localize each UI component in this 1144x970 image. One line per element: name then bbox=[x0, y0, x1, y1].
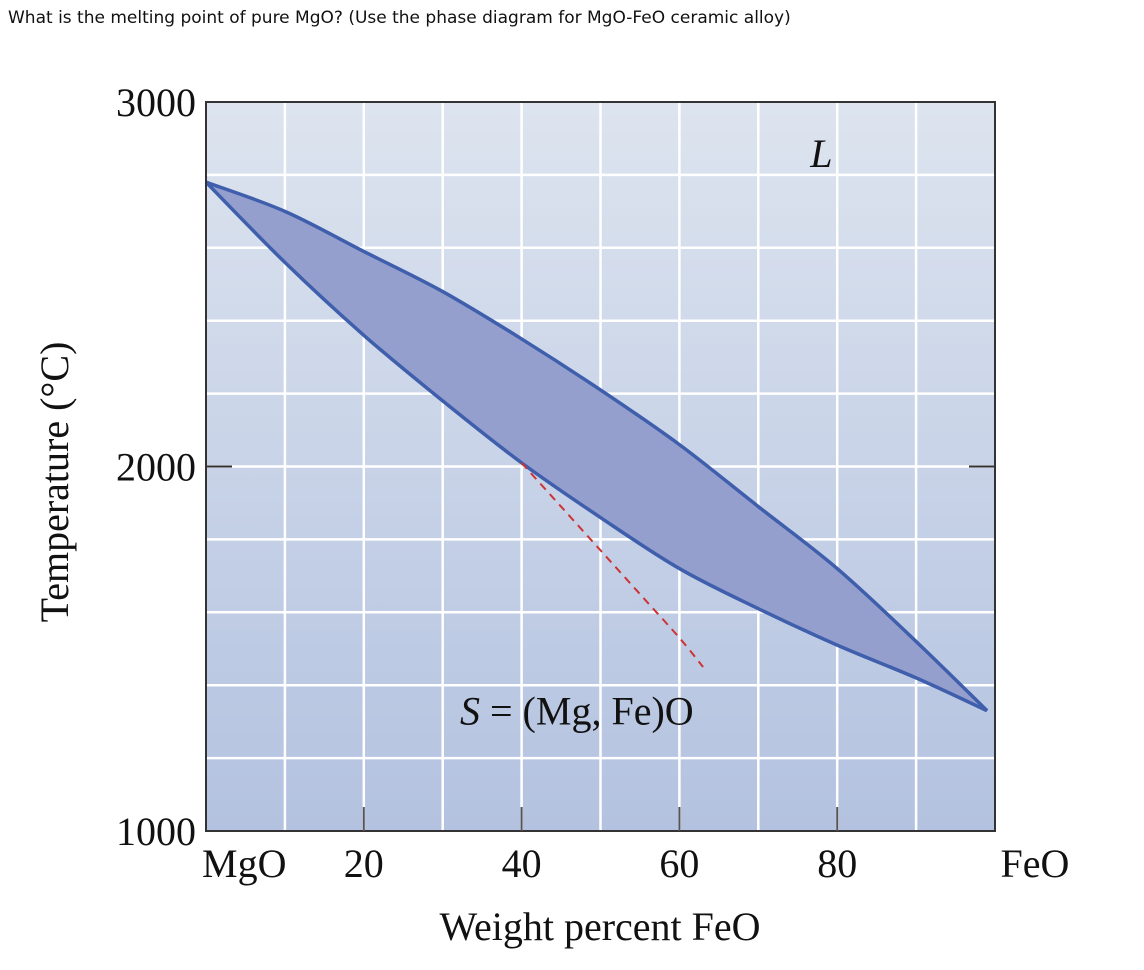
x-axis-title: Weight percent FeO bbox=[439, 904, 760, 949]
liquidus-line bbox=[205, 180, 989, 712]
x-tick-label: 60 bbox=[659, 841, 699, 886]
x-tick-label: FeO bbox=[1001, 841, 1070, 886]
solid-label-symbol: S bbox=[460, 689, 480, 734]
liquid-region-label: L bbox=[809, 131, 832, 176]
x-tick-label: 80 bbox=[817, 841, 857, 886]
solid-region-label: S = (Mg, Fe)O bbox=[460, 689, 694, 734]
x-tick-label: MgO bbox=[202, 841, 286, 886]
two-phase-region bbox=[206, 182, 988, 711]
x-tick-label: 20 bbox=[344, 841, 384, 886]
solid-label-formula: = (Mg, Fe)O bbox=[480, 689, 694, 734]
y-tick-label: 2000 bbox=[116, 445, 196, 490]
axis-ticks bbox=[206, 465, 995, 831]
solidus-line bbox=[204, 180, 988, 713]
y-tick-label: 1000 bbox=[116, 809, 196, 854]
x-tick-label: 40 bbox=[502, 841, 542, 886]
y-tick-label: 3000 bbox=[116, 80, 196, 125]
dashed-line bbox=[520, 462, 704, 668]
y-axis-title: Temperature (°C) bbox=[32, 342, 77, 623]
question-text: What is the melting point of pure MgO? (… bbox=[8, 8, 791, 28]
